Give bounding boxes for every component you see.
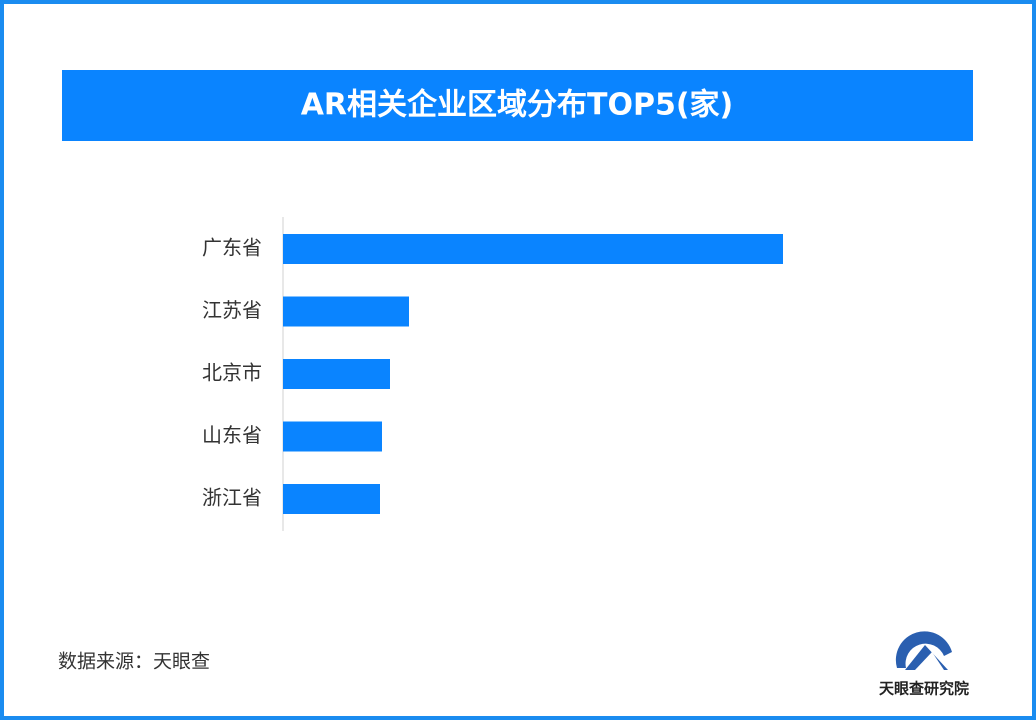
y-tick-label: 广东省 <box>202 236 262 260</box>
bar <box>283 484 380 514</box>
source: 数据来源：天眼查 <box>58 651 210 673</box>
bar <box>283 359 390 389</box>
title-band <box>62 70 973 141</box>
logo-text: 天眼查研究院 <box>879 680 969 698</box>
bar <box>283 421 382 452</box>
chart: AR相关企业区域分布TOP5(家) 数据来源：天眼查 天眼查研究院 广东省江苏省… <box>58 70 973 698</box>
bar <box>283 296 409 327</box>
logo: 天眼查研究院 <box>879 631 969 698</box>
chart-title: AR相关企业区域分布TOP5(家) <box>301 88 734 123</box>
y-tick-label: 北京市 <box>202 361 262 385</box>
y-tick-label: 浙江省 <box>202 486 262 510</box>
y-tick-label: 山东省 <box>202 423 262 447</box>
bar <box>283 234 783 264</box>
y-tick-label: 江苏省 <box>202 298 262 322</box>
